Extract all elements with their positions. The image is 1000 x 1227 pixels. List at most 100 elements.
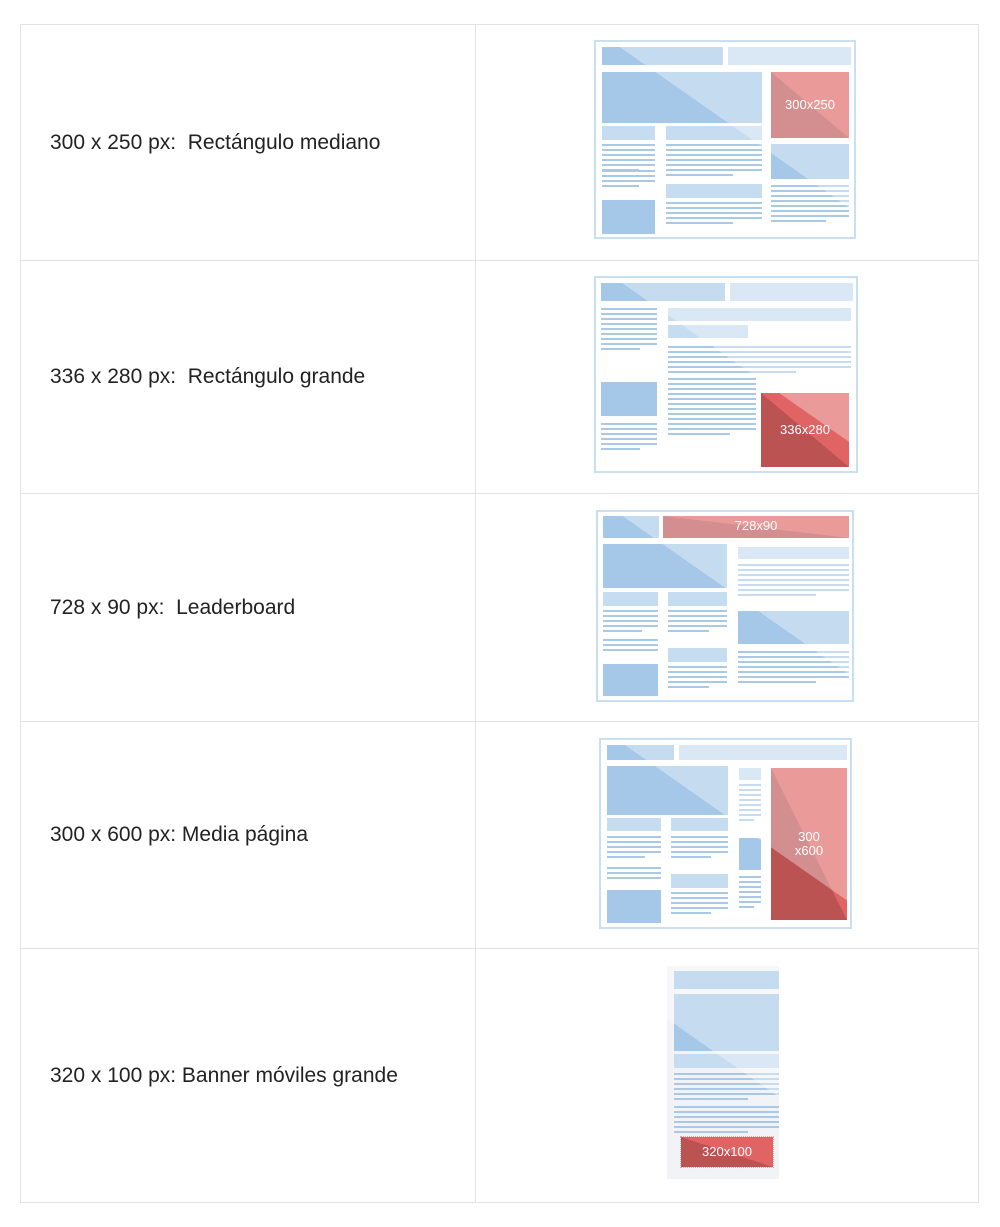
text-line [607,851,661,853]
content-block [668,648,727,662]
content-block [607,890,661,923]
text-line [668,378,756,380]
text-line [668,418,756,420]
text-line [668,428,756,430]
text-line [738,661,849,663]
content-block [603,592,658,606]
size-label: 300 x 250 px: Rectángulo mediano [21,25,476,260]
text-line [602,175,655,177]
ad-sizes-table: 300 x 250 px: Rectángulo mediano 300x250… [20,24,979,1203]
text-line [601,423,657,425]
layout-preview-medium-rectangle: 300x250 [594,40,856,239]
text-line [668,615,727,617]
content-block [607,818,661,831]
content-block [668,325,748,338]
text-line [738,569,849,571]
content-block [739,838,761,870]
text-line [668,371,796,373]
text-line [666,212,762,214]
text-line [607,867,661,869]
text-line [771,195,849,197]
text-line [739,784,761,786]
size-label: 300 x 600 px: Media página [21,722,476,948]
content-block [671,818,728,831]
text-line [601,333,657,335]
content-block [602,200,655,234]
content-block [603,516,659,538]
text-line [674,1093,779,1095]
text-line [607,846,661,848]
text-line [671,902,728,904]
text-line [668,423,756,425]
content-block [607,745,674,760]
text-line [602,159,655,161]
text-line [671,851,728,853]
content-block [674,994,779,1051]
layout-preview-large-rectangle: 336x280 [594,276,858,473]
table-row: 300 x 600 px: Media página 300 x600 [21,721,978,948]
text-line [668,356,851,358]
preview-cell: 320x100 [476,949,978,1202]
text-line [674,1088,779,1090]
content-block [730,283,853,301]
text-line [607,836,661,838]
text-line [607,856,645,858]
text-line [607,841,661,843]
text-line [601,318,657,320]
content-block [666,126,762,140]
content-block [674,971,779,989]
text-line [674,1106,779,1108]
size-label: 728 x 90 px: Leaderboard [21,494,476,721]
text-line [738,579,849,581]
text-line [666,159,762,161]
text-line [739,891,761,893]
text-line [666,149,762,151]
text-line [602,149,655,151]
text-line [738,584,849,586]
text-line [671,846,728,848]
text-line [739,896,761,898]
text-line [601,448,640,450]
content-block [602,72,762,123]
content-block [671,874,728,888]
content-block [679,745,847,760]
text-line [666,144,762,146]
text-line [603,625,658,627]
text-line [607,877,661,879]
text-line [666,217,762,219]
table-row: 728 x 90 px: Leaderboard 728x90 [21,493,978,721]
text-line [739,901,761,903]
layout-preview-mobile-banner: 320x100 [667,966,779,1179]
text-line [674,1131,748,1133]
text-line [771,220,826,222]
text-line [738,574,849,576]
content-block [603,664,658,696]
text-line [671,836,728,838]
text-line [671,892,728,894]
content-block [601,283,725,301]
text-line [603,610,658,612]
text-line [739,794,761,796]
content-block [666,184,762,198]
text-line [668,388,756,390]
text-line [601,343,657,345]
ad-slot: 300x250 [771,72,849,138]
text-line [668,413,756,415]
text-line [603,649,658,651]
text-line [668,346,851,348]
text-line [674,1078,779,1080]
text-line [674,1111,779,1113]
text-line [771,200,849,202]
text-line [739,906,754,908]
text-line [607,872,661,874]
content-block [602,126,655,140]
text-line [603,630,642,632]
text-line [668,630,709,632]
text-line [771,210,849,212]
text-line [601,338,657,340]
text-line [603,644,658,646]
text-line [601,428,657,430]
content-block [739,768,761,780]
text-line [674,1126,779,1128]
size-label: 320 x 100 px: Banner móviles grande [21,949,476,1202]
